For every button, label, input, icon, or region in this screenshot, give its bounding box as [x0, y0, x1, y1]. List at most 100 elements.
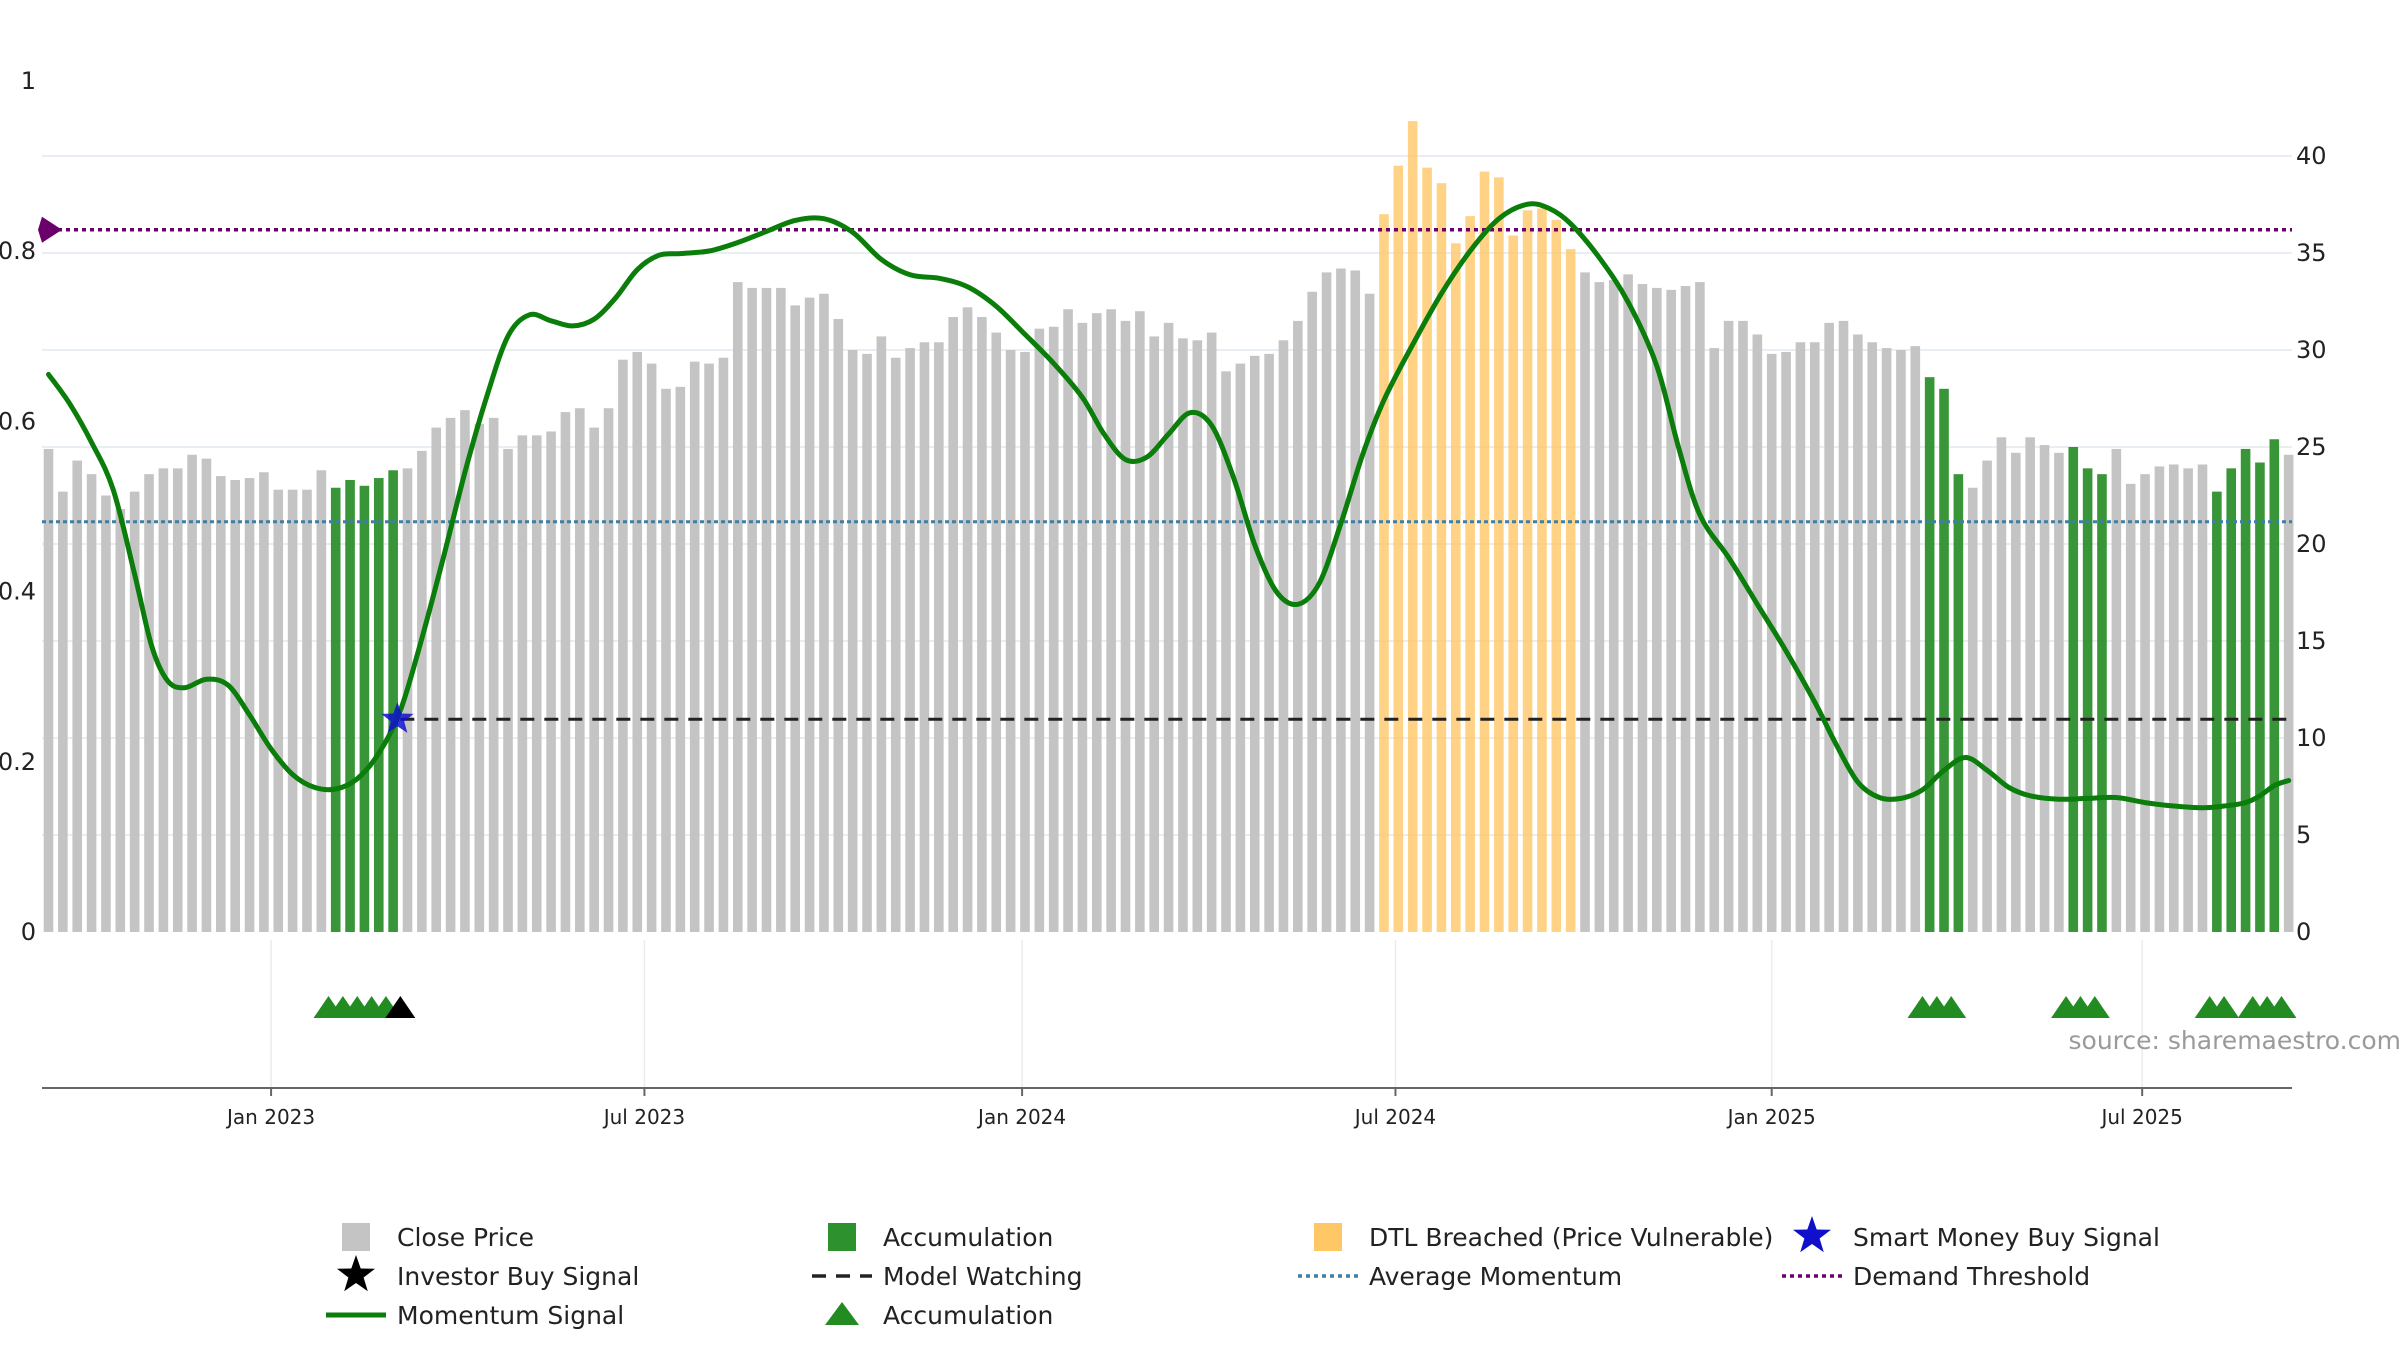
right-tick-label: 25 — [2296, 433, 2327, 461]
legend-item: Smart Money Buy Signal — [1793, 1216, 2160, 1253]
accumulation-triangle — [2079, 996, 2110, 1018]
close-price-bar — [1034, 328, 1045, 932]
left-tick-label: 0 — [21, 918, 36, 946]
close-price-bar — [2140, 474, 2150, 932]
accumulation-bar — [1924, 377, 1935, 932]
close-price-bar — [1680, 285, 1691, 933]
close-price-bar — [1853, 334, 1863, 933]
accumulation-bar — [345, 479, 355, 932]
close-price-bar — [2197, 464, 2208, 932]
legend-square-icon — [828, 1223, 856, 1251]
close-price-bar — [661, 388, 671, 932]
close-price-bar — [417, 450, 427, 932]
signal-markers — [38, 216, 2297, 1018]
close-price-bar — [1206, 332, 1217, 932]
left-tick-label: 0.6 — [0, 407, 36, 435]
x-tick-label: Jan 2024 — [976, 1105, 1066, 1129]
close-price-bar — [1293, 320, 1303, 932]
close-price-bar — [144, 474, 154, 932]
accumulation-bar — [2082, 468, 2093, 932]
accumulation-bar — [2212, 491, 2222, 932]
close-price-bar — [776, 287, 786, 932]
close-price-bar — [129, 491, 140, 932]
source-watermark: source: sharemaestro.com — [2069, 1026, 2400, 1055]
close-price-bar — [790, 305, 801, 932]
dtl-breached-bar — [1465, 216, 1475, 932]
legend-item: DTL Breached (Price Vulnerable) — [1314, 1223, 1773, 1252]
close-price-bar — [101, 495, 111, 932]
close-price-bar — [1608, 280, 1619, 932]
smart-money-buy-star — [381, 702, 414, 733]
close-price-bar — [1867, 342, 1878, 932]
legend-label: Demand Threshold — [1853, 1262, 2090, 1291]
close-price-bar — [1077, 322, 1088, 933]
close-price-bar — [560, 412, 571, 933]
legend-square-icon — [1314, 1223, 1342, 1251]
close-price-bar — [1580, 272, 1590, 932]
close-price-bar — [1766, 353, 1777, 932]
close-price-bar — [1120, 320, 1131, 932]
close-price-bar — [589, 427, 599, 932]
accumulation-bar — [1953, 474, 1964, 932]
close-price-bar — [316, 470, 327, 932]
close-price-bar — [488, 417, 499, 932]
close-price-bar — [1149, 336, 1160, 932]
close-price-bar — [704, 363, 714, 933]
close-price-bar — [1781, 351, 1791, 932]
x-tick-label: Jan 2023 — [225, 1105, 315, 1129]
close-price-bar — [1809, 342, 1820, 932]
close-price-bar — [1881, 348, 1892, 932]
close-price-bar — [2183, 468, 2193, 932]
close-price-bar — [1695, 282, 1705, 933]
close-price-bar — [1838, 320, 1849, 932]
close-price-bar — [1249, 355, 1260, 932]
close-price-bar — [804, 297, 815, 932]
legend-label: DTL Breached (Price Vulnerable) — [1369, 1223, 1773, 1252]
accumulation-triangle — [2209, 996, 2240, 1018]
dtl-breached-bar — [1450, 243, 1461, 933]
accumulation-triangle — [1936, 996, 1967, 1018]
close-price-bar — [2011, 452, 2021, 932]
dtl-breached-bar — [1379, 214, 1389, 932]
close-price-bar — [890, 357, 901, 932]
left-tick-label: 0.2 — [0, 748, 36, 776]
legend: Close Price Accumulation DTL Breached (Pri… — [326, 1216, 2160, 1330]
accumulation-bar — [2255, 462, 2265, 932]
close-price-bar — [1178, 338, 1188, 932]
left-tick-label: 0.8 — [0, 237, 36, 265]
close-price-bar — [445, 417, 456, 932]
accumulation-bar — [2068, 447, 2079, 932]
close-price-bar — [158, 468, 169, 932]
close-price-bar — [1278, 340, 1289, 932]
close-price-bar — [761, 287, 772, 932]
close-price-bar — [1738, 320, 1748, 932]
legend-star-icon — [337, 1255, 375, 1292]
close-price-bar — [58, 491, 68, 932]
left-tick-label: 1 — [21, 67, 36, 95]
close-price-bar — [962, 307, 973, 932]
legend-star-icon — [1793, 1216, 1831, 1253]
close-price-bar — [1982, 460, 1992, 932]
accumulation-bar — [388, 470, 398, 932]
close-price-bar — [905, 348, 915, 932]
close-price-bar — [1364, 293, 1375, 932]
right-tick-label: 15 — [2296, 627, 2327, 655]
dtl-breached-bar — [1494, 177, 1504, 933]
close-price-bar — [847, 350, 858, 932]
close-price-bar — [646, 363, 657, 933]
close-price-bar — [1723, 320, 1734, 932]
close-price-bar — [1005, 350, 1016, 932]
left-tick-label: 0.4 — [0, 578, 36, 606]
legend-label: Average Momentum — [1369, 1262, 1622, 1291]
close-price-bar — [1623, 274, 1633, 933]
dtl-breached-bar — [1479, 171, 1490, 932]
close-price-bar — [1350, 270, 1361, 933]
x-tick-label: Jan 2025 — [1726, 1105, 1816, 1129]
momentum-signal-line — [46, 201, 2292, 811]
accumulation-bar — [330, 487, 341, 932]
legend-item: Momentum Signal — [326, 1301, 624, 1330]
close-price-bar — [1063, 309, 1073, 932]
close-price-bar — [474, 423, 485, 932]
close-price-bar — [2168, 464, 2179, 932]
